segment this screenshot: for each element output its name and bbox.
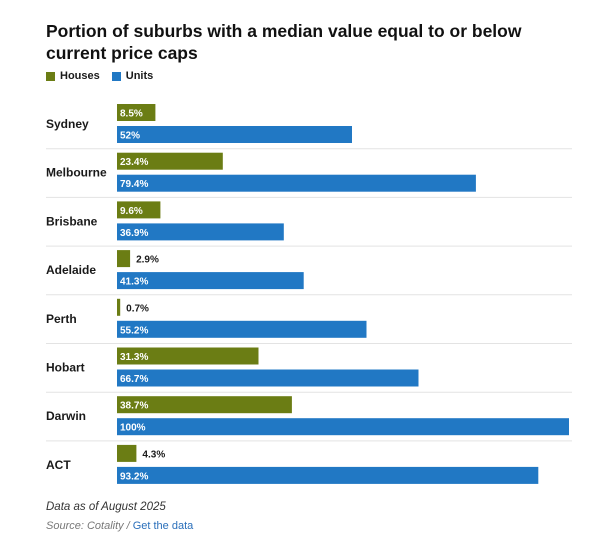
bar-units-adelaide	[117, 272, 304, 290]
data-label-houses-darwin: 38.7%	[120, 401, 148, 412]
bar-units-perth	[117, 320, 367, 338]
bar-houses-melbourne	[117, 152, 223, 170]
data-label-units-darwin: 100%	[120, 423, 146, 434]
source-separator: /	[126, 520, 130, 532]
legend-item-units: Units	[111, 70, 154, 82]
bar-units-brisbane	[117, 223, 284, 241]
bar-units-hobart	[117, 369, 419, 387]
chart-title: Portion of suburbs with a median value e…	[46, 21, 522, 63]
legend-item-houses: Houses	[46, 70, 100, 82]
bar-chart: Sydney 8.5% 52% Melbourne 23.4% 79.4% Brisbane…	[46, 104, 572, 484]
legend-label-units: Units	[125, 70, 154, 82]
category-label-adelaide: Adelaide	[46, 263, 96, 277]
legend: Houses Units	[46, 70, 165, 82]
bar-units-act	[117, 466, 539, 484]
source-label: Source: Cotality	[46, 520, 124, 532]
bar-units-darwin	[117, 418, 569, 436]
data-label-houses-brisbane: 9.6%	[120, 206, 143, 217]
data-label-houses-adelaide: 2.9%	[136, 255, 159, 266]
bar-houses-sydney	[117, 104, 156, 121]
data-label-units-adelaide: 41.3%	[120, 277, 148, 288]
data-label-units-hobart: 66.7%	[120, 374, 148, 385]
legend-label-houses: Houses	[60, 70, 100, 82]
category-label-brisbane: Brisbane	[46, 214, 98, 228]
footnote: Data as of August 2025	[46, 501, 166, 513]
get-the-data-link[interactable]: Get the data	[132, 520, 194, 532]
data-label-units-melbourne: 79.4%	[120, 179, 148, 190]
bar-units-sydney	[117, 126, 352, 143]
bar-houses-act	[117, 444, 137, 462]
data-label-units-brisbane: 36.9%	[120, 228, 148, 239]
data-label-units-act: 93.2%	[120, 471, 148, 482]
data-label-houses-act: 4.3%	[142, 449, 165, 460]
category-label-melbourne: Melbourne	[46, 166, 107, 180]
legend-swatch-houses	[46, 71, 55, 81]
data-label-houses-sydney: 8.5%	[120, 109, 143, 120]
bar-houses-darwin	[117, 396, 292, 414]
category-label-act: ACT	[46, 458, 71, 472]
category-label-perth: Perth	[46, 312, 77, 326]
source-line: Source: Cotality / Get the data	[46, 520, 193, 532]
category-label-hobart: Hobart	[46, 361, 85, 375]
data-label-houses-melbourne: 23.4%	[120, 157, 148, 168]
category-label-sydney: Sydney	[46, 117, 89, 131]
data-label-houses-hobart: 31.3%	[120, 352, 148, 363]
data-label-units-perth: 55.2%	[120, 325, 148, 336]
bar-units-melbourne	[117, 174, 476, 192]
data-label-units-sydney: 52%	[120, 131, 140, 142]
category-label-darwin: Darwin	[46, 409, 86, 423]
bar-houses-perth	[117, 298, 121, 316]
data-label-houses-perth: 0.7%	[126, 303, 149, 314]
bar-houses-adelaide	[117, 250, 131, 268]
bar-houses-hobart	[117, 347, 259, 365]
legend-swatch-units	[111, 71, 121, 81]
bar-houses-brisbane	[117, 201, 161, 219]
